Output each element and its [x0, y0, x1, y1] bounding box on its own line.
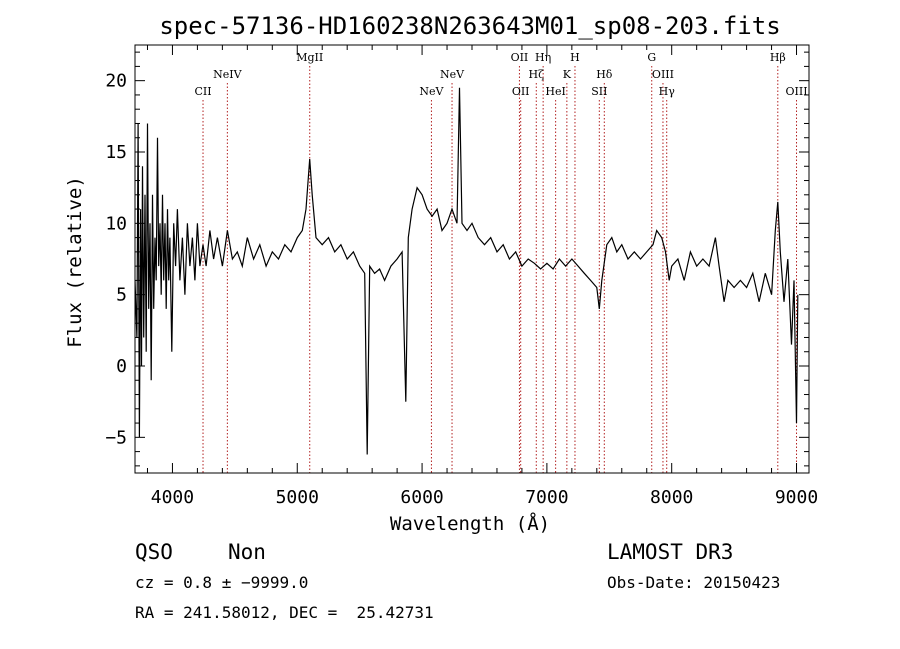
chart-title: spec-57136-HD160238N263643M01_sp08-203.f… — [159, 12, 780, 40]
line-marker-label-12: Hδ — [596, 68, 613, 81]
y-tick-label: −5 — [105, 427, 127, 448]
line-marker-label-0: CII — [194, 85, 211, 98]
line-marker-label-11: K — [563, 68, 572, 81]
redshift-line: cz = 0.8 ± −9999.0 — [135, 573, 309, 592]
line-marker-label-2: MgII — [296, 51, 323, 64]
y-tick-label: 10 — [105, 213, 127, 234]
line-marker-label-1: NeIV — [213, 68, 242, 81]
x-axis-label: Wavelength (Å) — [390, 512, 550, 535]
survey-name: LAMOST DR3 — [607, 540, 734, 564]
y-tick-label: 15 — [105, 142, 127, 163]
line-marker-label-10: H — [570, 51, 580, 64]
object-subclass: Non — [228, 540, 266, 564]
line-marker-label-6: OII — [512, 85, 530, 98]
line-marker-label-17: Hβ — [770, 51, 786, 64]
line-marker-label-18: OIII — [785, 85, 807, 98]
x-tick-label: 5000 — [276, 487, 319, 508]
x-tick-label: 9000 — [775, 487, 818, 508]
y-axis-label: Flux (relative) — [64, 176, 86, 348]
line-marker-label-8: Hζ — [528, 68, 544, 81]
object-class: QSO — [135, 540, 173, 564]
x-tick-label: 7000 — [525, 487, 568, 508]
y-tick-label: 0 — [116, 356, 127, 377]
observation-date: Obs-Date: 20150423 — [607, 573, 781, 592]
x-tick-label: 8000 — [650, 487, 693, 508]
line-marker-label-7: Hη — [535, 51, 551, 64]
plot-frame — [134, 44, 810, 474]
axes: 4000 5000 6000 7000 8000 9000 −5 0 5 10 15 20 — [105, 44, 818, 508]
y-tick-label: 5 — [116, 285, 127, 306]
x-tick-label: 6000 — [400, 487, 443, 508]
coordinates-line: RA = 241.58012, DEC = 25.42731 — [135, 603, 434, 622]
line-marker-label-5: OII — [511, 51, 529, 64]
line-marker-label-14: G — [647, 51, 656, 64]
line-marker-label-15: OIII — [652, 68, 674, 81]
line-marker-label-16: Hγ — [659, 85, 676, 98]
line-marker-label-4: NeV — [440, 68, 465, 81]
line-marker-label-3: NeV — [419, 85, 444, 98]
x-tick-label: 4000 — [151, 487, 194, 508]
y-tick-label: 20 — [105, 71, 127, 92]
spectrum-chart: spec-57136-HD160238N263643M01_sp08-203.f… — [64, 12, 818, 535]
line-marker-label-13: SII — [591, 85, 607, 98]
flux-series-line-0 — [135, 87, 799, 455]
series-layer — [135, 87, 799, 455]
line-marker-label-9: HeI — [545, 85, 565, 98]
